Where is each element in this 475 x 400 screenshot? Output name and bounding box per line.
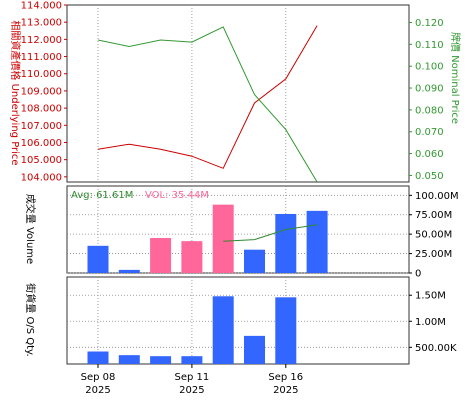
os-qty-tick-label: 1.50M bbox=[415, 291, 446, 302]
series-lines bbox=[97, 25, 318, 242]
os-qty-tick-label: 500.00K bbox=[415, 343, 457, 354]
underlying-price-tick-label: 114.000 bbox=[21, 1, 62, 12]
os-qty-bar bbox=[181, 356, 203, 364]
x-date-label: Sep 08 bbox=[81, 372, 116, 383]
volume-tick-label: 100.00M bbox=[415, 191, 459, 202]
volume-tick-label: 75.00M bbox=[415, 210, 452, 221]
underlying-price-tick-label: 113.000 bbox=[21, 18, 62, 29]
nominal-price-tick-label: 0.120 bbox=[415, 18, 444, 29]
os-panel-frame bbox=[66, 276, 410, 365]
volume-avg-label: Avg: 61.61M bbox=[71, 190, 133, 201]
underlying-price-tick-label: 104.000 bbox=[21, 172, 62, 183]
nominal-price-tick-label: 0.090 bbox=[415, 84, 444, 95]
nominal-price-axis-title: 牌價 Nominal Price bbox=[449, 32, 462, 124]
underlying-price-tick-label: 112.000 bbox=[21, 35, 62, 46]
nominal-price-tick-label: 0.050 bbox=[415, 171, 444, 182]
nominal-price-tick-label: 0.100 bbox=[415, 62, 444, 73]
x-year-label: 2025 bbox=[273, 385, 298, 396]
os-qty-bar bbox=[150, 356, 172, 364]
volume-bar bbox=[87, 245, 109, 273]
os-qty-bar bbox=[275, 297, 297, 364]
volume-bar bbox=[150, 238, 172, 273]
x-date-label: Sep 11 bbox=[175, 372, 210, 383]
underlying-price-tick-label: 111.000 bbox=[21, 52, 62, 63]
nominal-price-line bbox=[97, 26, 318, 183]
volume-bar bbox=[244, 249, 265, 273]
underlying-price-tick-label: 110.000 bbox=[21, 69, 62, 80]
os-qty-bar bbox=[244, 335, 265, 364]
underlying-price-line bbox=[97, 25, 318, 169]
volume-tick-label: 25.00M bbox=[415, 249, 452, 260]
x-year-label: 2025 bbox=[179, 385, 204, 396]
price-panel-frame bbox=[66, 4, 410, 183]
os-qty-bar bbox=[118, 355, 140, 364]
underlying-price-tick-label: 106.000 bbox=[21, 138, 62, 149]
tick-labels: 104.000 105.000 106.000 107.000 108.000 109.0… bbox=[21, 1, 459, 397]
nominal-price-tick-label: 0.070 bbox=[415, 127, 444, 138]
volume-bar bbox=[212, 204, 234, 273]
os-qty-bar bbox=[87, 351, 109, 364]
volume-current-label: VOL: 35.44M bbox=[145, 190, 209, 201]
nominal-price-tick-label: 0.060 bbox=[415, 149, 444, 160]
x-year-label: 2025 bbox=[85, 385, 110, 396]
volume-bar bbox=[275, 213, 297, 273]
os-qty-axis-title: 街貨量 O/S Qty. bbox=[24, 283, 37, 356]
volume-bar bbox=[306, 210, 328, 273]
os-qty-bar bbox=[212, 296, 234, 364]
nominal-price-tick-label: 0.110 bbox=[415, 40, 444, 51]
volume-tick-label: 0 bbox=[415, 269, 421, 280]
nominal-price-tick-label: 0.080 bbox=[415, 105, 444, 116]
os-qty-tick-label: 1.00M bbox=[415, 317, 446, 328]
underlying-price-tick-label: 105.000 bbox=[21, 155, 62, 166]
volume-bar bbox=[118, 269, 140, 273]
underlying-price-tick-label: 109.000 bbox=[21, 86, 62, 97]
underlying-price-tick-label: 108.000 bbox=[21, 104, 62, 115]
volume-tick-label: 50.00M bbox=[415, 230, 452, 241]
volume-axis-title: 成交量 Volume bbox=[24, 194, 37, 264]
x-date-label: Sep 16 bbox=[268, 372, 303, 383]
volume-bar bbox=[181, 241, 203, 273]
underlying-price-axis-title: 相關資產價格 Underlying Price bbox=[9, 20, 22, 165]
volume-average-line bbox=[223, 224, 318, 242]
underlying-price-tick-label: 107.000 bbox=[21, 121, 62, 132]
